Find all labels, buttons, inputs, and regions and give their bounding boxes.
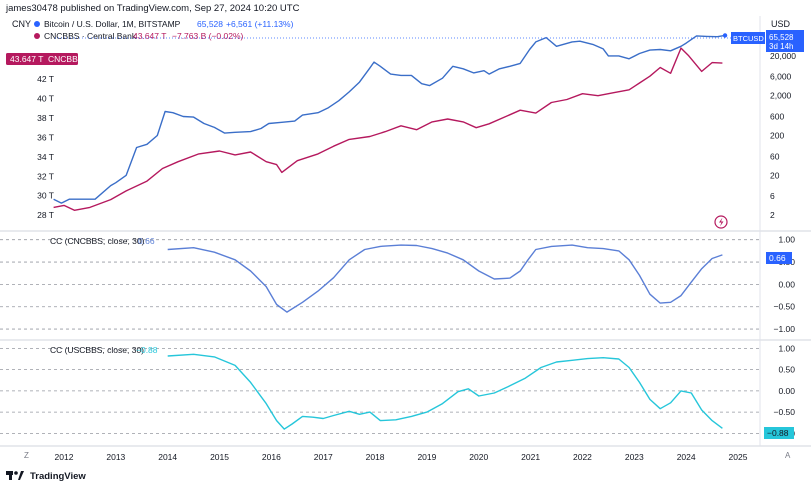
time-axis-tick-label: 2024 [677, 452, 696, 462]
cnbbs-price-tag-value: 43.647 T [10, 54, 43, 64]
left-axis-tick-label: 34 T [37, 152, 54, 162]
right-axis-tick-label: 200 [770, 130, 784, 140]
cc-axis-tick-label: 1.00 [778, 235, 795, 245]
btc-legend-name[interactable]: Bitcoin / U.S. Dollar, 1M, BITSTAMP [44, 19, 181, 29]
left-axis-tick-label: 40 T [37, 94, 54, 104]
cnbbs-legend-value: 43.647 T [133, 31, 166, 41]
footer-brand[interactable]: TradingView [30, 471, 86, 482]
btc-price-line[interactable] [53, 34, 726, 204]
btc-price-tag-value: 65,528 [769, 33, 794, 42]
right-axis-tick-label: 20 [770, 170, 780, 180]
cc-axis-tick-label: −0.50 [773, 302, 795, 312]
cc-axis-tick-label: −0.50 [773, 407, 795, 417]
left-axis-tick-label: 30 T [37, 191, 54, 201]
cc-axis-tick-label: 0.50 [778, 365, 795, 375]
time-axis-tick-label: 2017 [314, 452, 333, 462]
cnbbs-price-tag-label: CNCBBS [48, 54, 84, 64]
time-axis-tick-label: 2023 [625, 452, 644, 462]
right-axis-tick-label: 6,000 [770, 72, 792, 82]
right-axis-tick-label: 2 [770, 210, 775, 220]
time-axis-tick-label: 2014 [158, 452, 177, 462]
series-layer [53, 33, 728, 430]
btc-price-tag-time: 3d 14h [769, 42, 793, 51]
right-axis-tick-label: 600 [770, 112, 784, 122]
right-currency-label[interactable]: USD [771, 19, 791, 29]
right-axis-tick-label: 20,000 [770, 51, 796, 61]
btc-symbol-tag [731, 32, 765, 44]
cc-axis-tick-label: −1.00 [773, 324, 795, 334]
zoom-badge[interactable]: Z [24, 451, 29, 460]
tradingview-logo-icon[interactable] [6, 471, 24, 480]
cnbbs-line[interactable] [53, 47, 723, 212]
cc1-value-tag-text: 0.66 [769, 253, 786, 263]
right-axis-tick-label: 60 [770, 151, 780, 161]
cnbbs-legend-dot [34, 33, 40, 39]
time-axis-tick-label: 2015 [210, 452, 229, 462]
cnbbs-legend-name[interactable]: CNCBBS · Central Bank [44, 31, 137, 41]
time-axis-tick-label: 2018 [366, 452, 385, 462]
cc2-legend-name[interactable]: CC (USCBBS, close, 30) [50, 345, 144, 355]
time-axis-tick-label: 2020 [469, 452, 488, 462]
published-caption: james30478 published on TradingView.com,… [5, 3, 300, 14]
btc-last-point [722, 33, 728, 38]
cc1-line[interactable] [167, 244, 723, 313]
left-currency-label[interactable]: CNY [12, 19, 31, 29]
cc1-legend-name[interactable]: CC (CNCBBS, close, 30) [50, 236, 145, 246]
auto-scale-badge[interactable]: A [785, 451, 791, 460]
left-axis-tick-label: 36 T [37, 132, 54, 142]
right-axis-tick-label: 2,000 [770, 91, 792, 101]
cc1-legend-value: 0.66 [138, 236, 155, 246]
cc2-value-tag-text: −0.88 [767, 428, 789, 438]
cc2-line[interactable] [167, 353, 723, 430]
btc-legend-dot [34, 21, 40, 27]
btc-legend-value: 65,528 [197, 19, 223, 29]
time-axis-tick-label: 2012 [55, 452, 74, 462]
time-axis-tick-label: 2022 [573, 452, 592, 462]
left-price-axis: 28 T 30 T 32 T 34 T 36 T 38 T 40 T 42 T [37, 74, 54, 220]
time-axis-tick-label: 2025 [729, 452, 748, 462]
cc2-legend-value: −0.88 [136, 345, 158, 355]
left-axis-tick-label: 38 T [37, 113, 54, 123]
right-price-axis: 2 6 20 60 200 600 2,000 6,000 20,000 [770, 51, 796, 220]
cnbbs-legend-change: −7.763 B (−0.02%) [172, 31, 244, 41]
lightning-icon[interactable] [714, 215, 728, 229]
cc-axis-tick-label: 1.00 [778, 343, 795, 353]
time-axis-tick-label: 2021 [521, 452, 540, 462]
time-axis-tick-label: 2013 [106, 452, 125, 462]
cc2-value-tag [764, 427, 794, 439]
time-axis: 2012 2013 2014 2015 2016 2017 2018 2019 2020 2021… [55, 452, 748, 462]
btc-price-tag [766, 30, 804, 52]
cc-axis-tick-label: 0.00 [778, 279, 795, 289]
cc-axis-tick-label: 0.00 [778, 386, 795, 396]
cnbbs-price-tag [6, 53, 78, 65]
cc1-value-tag [766, 252, 792, 264]
time-axis-tick-label: 2016 [262, 452, 281, 462]
right-axis-tick-label: 6 [770, 191, 775, 201]
cc2-gridlines: 1.000.500.00−0.50−1.00 [0, 343, 795, 438]
cc1-gridlines: 1.000.500.00−0.50−1.00 [0, 235, 795, 334]
btc-symbol-tag-label: BTCUSD [733, 34, 764, 43]
left-axis-tick-label: 42 T [37, 74, 54, 84]
time-axis-tick-label: 2019 [417, 452, 436, 462]
left-axis-tick-label: 32 T [37, 171, 54, 181]
btc-legend-change: +6,561 (+11.13%) [226, 19, 294, 29]
left-axis-tick-label: 28 T [37, 210, 54, 220]
